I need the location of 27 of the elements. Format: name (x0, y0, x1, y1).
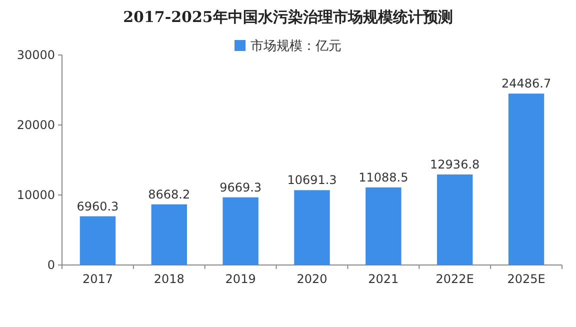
data-label: 24486.7 (501, 76, 552, 91)
bar (151, 204, 187, 265)
x-tick-label: 2017 (82, 272, 113, 286)
x-tick-label: 2019 (225, 272, 256, 286)
x-tick-label: 2022E (436, 272, 474, 286)
y-tick-label: 20000 (16, 118, 55, 132)
data-label: 9669.3 (220, 180, 262, 194)
x-tick-label: 2021 (368, 272, 399, 286)
bar (366, 187, 402, 265)
y-tick-label: 10000 (16, 188, 55, 202)
x-tick-label: 2018 (154, 272, 184, 286)
data-label: 6960.3 (76, 199, 119, 214)
bar (437, 174, 473, 265)
bar (294, 190, 330, 265)
data-label: 12936.8 (430, 157, 480, 172)
bar (222, 197, 258, 265)
y-tick-label: 30000 (16, 48, 55, 62)
data-label: 8668.2 (148, 187, 190, 202)
legend-label: 市场规模：亿元 (250, 39, 342, 54)
bar (80, 216, 116, 265)
chart-title: 2017-2025年中国水污染治理市场规模统计预测 (123, 8, 453, 26)
bar (508, 94, 544, 265)
y-tick-label: 0 (47, 258, 55, 272)
x-tick-label: 2025E (507, 272, 546, 286)
x-tick-label: 2020 (296, 272, 328, 286)
data-label: 10691.3 (287, 173, 337, 188)
data-label: 11088.5 (358, 170, 408, 184)
